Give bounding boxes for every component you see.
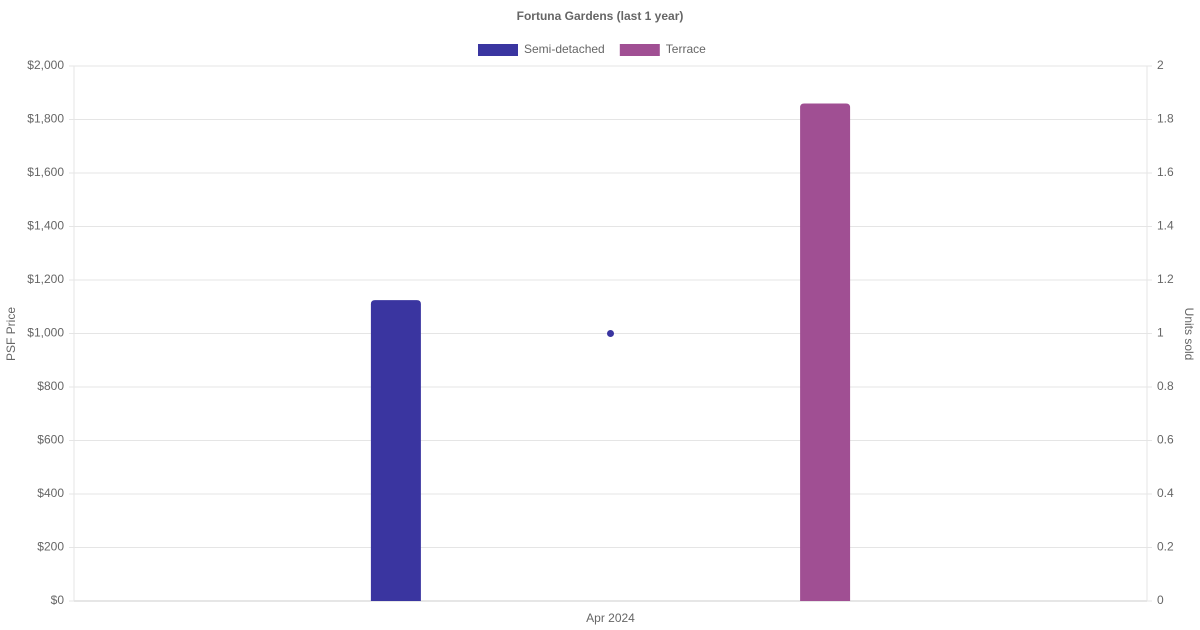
y2-tick-label: 1.4 (1157, 219, 1174, 233)
y-tick-label: $1,400 (27, 219, 64, 233)
point (607, 330, 614, 337)
y2-tick-label: 0.4 (1157, 486, 1174, 500)
y2-tick-label: 0.6 (1157, 433, 1174, 447)
y-tick-label: $1,600 (27, 165, 64, 179)
y-tick-label: $1,000 (27, 326, 64, 340)
y2-tick-label: 0.8 (1157, 379, 1174, 393)
y-axis-title: PSF Price (4, 307, 18, 361)
y-tick-label: $400 (37, 486, 64, 500)
y2-tick-label: 0.2 (1157, 540, 1174, 554)
legend-label: Terrace (666, 42, 706, 56)
bar (370, 300, 421, 601)
legend-swatch (619, 44, 660, 56)
y2-axis-title: Units sold (1182, 308, 1196, 361)
y2-tick-label: 1 (1157, 326, 1164, 340)
y2-tick-label: 1.6 (1157, 165, 1174, 179)
y-tick-label: $2,000 (27, 58, 64, 72)
y-tick-label: $600 (37, 433, 64, 447)
y-tick-label: $200 (37, 540, 64, 554)
chart-title: Fortuna Gardens (last 1 year) (517, 9, 684, 23)
y-tick-label: $0 (51, 593, 65, 607)
x-tick-label: Apr 2024 (586, 611, 635, 625)
y2-tick-label: 1.2 (1157, 272, 1174, 286)
y2-tick-label: 2 (1157, 58, 1164, 72)
y2-tick-label: 1.8 (1157, 112, 1174, 126)
y2-tick-label: 0 (1157, 593, 1164, 607)
legend-swatch (478, 44, 518, 56)
bar (800, 103, 851, 601)
legend-label: Semi-detached (524, 42, 605, 56)
y-tick-label: $1,800 (27, 112, 64, 126)
y-tick-label: $1,200 (27, 272, 64, 286)
y-tick-label: $800 (37, 379, 64, 393)
